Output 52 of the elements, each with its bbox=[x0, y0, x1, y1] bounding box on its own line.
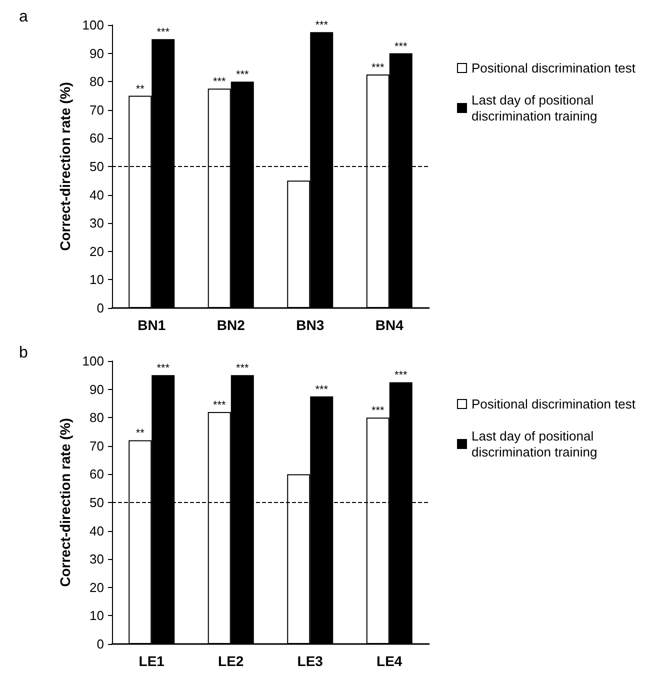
legend-label: Positional discrimination test bbox=[472, 60, 636, 76]
chart-title: b bbox=[19, 344, 28, 362]
data-label: *** bbox=[156, 26, 170, 39]
y-tick-label: 80 bbox=[90, 74, 104, 90]
y-tick-label: 10 bbox=[90, 608, 104, 624]
y-axis-title: Correct-direction rate (%) bbox=[57, 418, 73, 587]
x-tick-label: BN1 bbox=[138, 317, 166, 333]
data-label: *** bbox=[371, 62, 386, 74]
data-label: *** bbox=[371, 405, 386, 418]
legend-label: Last day of positional discrimination training bbox=[472, 92, 598, 124]
y-tick-label: 20 bbox=[90, 244, 104, 259]
x-tick-label: BN2 bbox=[216, 317, 246, 333]
chart-title: a bbox=[19, 8, 28, 26]
data-label: *** bbox=[236, 362, 250, 375]
y-tick-label: 60 bbox=[90, 466, 104, 482]
x-tick-label: LE2 bbox=[218, 653, 244, 669]
legend-label: Positional discrimination test bbox=[472, 396, 636, 412]
y-tick-label: 100 bbox=[82, 354, 104, 368]
data-label: *** bbox=[394, 370, 408, 382]
data-label: *** bbox=[315, 20, 329, 32]
y-tick-label: 10 bbox=[90, 272, 104, 288]
data-label: ** bbox=[136, 428, 146, 440]
x-tick-label: LE4 bbox=[376, 653, 402, 669]
data-label: *** bbox=[394, 40, 408, 53]
y-tick-label: 80 bbox=[90, 410, 104, 426]
y-tick-label: 0 bbox=[96, 636, 104, 652]
data-label: *** bbox=[156, 362, 170, 375]
x-tick-label: LE1 bbox=[138, 653, 165, 669]
y-tick-label: 30 bbox=[90, 216, 104, 231]
y-tick-label: 50 bbox=[90, 495, 104, 510]
legend-label: Last day of positional discrimination training bbox=[472, 428, 598, 460]
data-label: *** bbox=[236, 69, 250, 82]
y-tick-label: 70 bbox=[90, 438, 104, 454]
y-tick-label: 100 bbox=[82, 18, 104, 32]
y-tick-label: 30 bbox=[90, 552, 104, 567]
data-label: ** bbox=[136, 83, 146, 96]
y-tick-label: 40 bbox=[90, 187, 104, 202]
data-label: *** bbox=[212, 76, 227, 88]
y-tick-label: 90 bbox=[90, 382, 104, 397]
y-tick-label: 20 bbox=[90, 580, 104, 595]
y-tick-label: 0 bbox=[96, 300, 104, 316]
y-tick-label: 70 bbox=[90, 102, 104, 118]
y-tick-label: 90 bbox=[90, 46, 104, 61]
y-tick-label: 60 bbox=[90, 130, 104, 146]
x-tick-label: BN3 bbox=[296, 317, 324, 333]
data-label: *** bbox=[212, 399, 227, 412]
y-tick-label: 40 bbox=[90, 523, 104, 538]
x-tick-label: BN4 bbox=[375, 317, 404, 333]
y-tick-label: 50 bbox=[90, 159, 104, 174]
data-label: *** bbox=[315, 384, 329, 396]
y-axis-title: Correct-direction rate (%) bbox=[57, 82, 73, 251]
x-tick-label: LE3 bbox=[297, 653, 324, 669]
